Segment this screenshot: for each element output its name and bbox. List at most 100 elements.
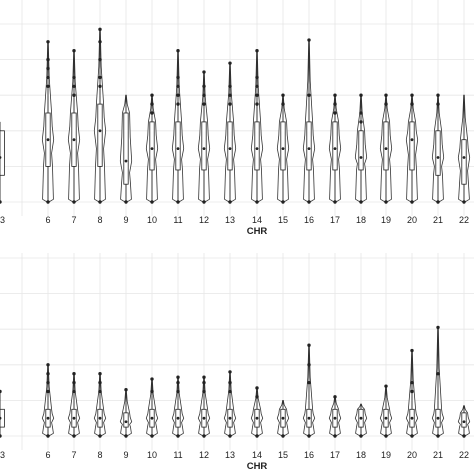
outlier-point [255, 93, 259, 97]
x-tick-label: 21 [433, 450, 443, 460]
outlier-point [46, 372, 50, 376]
outlier-point [98, 57, 102, 62]
x-tick-label: 7 [71, 450, 76, 460]
min-point [462, 200, 466, 204]
outlier-point [176, 84, 180, 89]
min-point [359, 434, 363, 438]
outlier-point [98, 372, 102, 376]
outlier-point [150, 111, 154, 115]
median-18 [359, 156, 363, 159]
min-point [228, 200, 232, 204]
x-tick-label: 8 [97, 215, 102, 225]
outlier-point [72, 372, 76, 376]
median-22 [462, 156, 466, 159]
outlier-point [176, 75, 180, 80]
outlier-point [72, 389, 76, 394]
outlier-point [281, 102, 285, 106]
min-point [202, 434, 206, 438]
min-point [410, 200, 414, 204]
x-tick-label: 11 [173, 215, 182, 225]
outlier-point [72, 49, 76, 53]
median-10 [150, 416, 154, 420]
x-tick-label: 15 [278, 215, 288, 225]
outlier-point [255, 395, 259, 399]
outlier-point [150, 93, 154, 97]
min-point [176, 434, 180, 438]
outlier-point [333, 93, 337, 97]
outlier-point [307, 363, 311, 367]
outlier-point [46, 84, 50, 89]
median-17 [333, 416, 337, 420]
min-point [359, 200, 363, 204]
x-tick-label: 20 [407, 215, 417, 225]
outlier-point [46, 389, 50, 394]
min-point [72, 200, 76, 204]
box-9 [123, 412, 129, 428]
outlier-point [307, 343, 311, 347]
x-tick-label: 6 [45, 450, 50, 460]
median-23 [0, 416, 2, 420]
median-8 [98, 129, 102, 133]
x-tick-label: 19 [381, 215, 391, 225]
outlier-point [46, 40, 50, 44]
outlier-point [410, 348, 414, 353]
median-19 [384, 416, 388, 420]
outlier-point [228, 84, 232, 89]
outlier-point [202, 84, 206, 89]
outlier-point [307, 380, 311, 385]
x-tick-label: 16 [304, 450, 314, 460]
min-point [384, 434, 388, 438]
outlier-point [436, 102, 440, 106]
outlier-point [281, 93, 285, 97]
median-23 [0, 156, 2, 159]
median-21 [436, 156, 440, 159]
x-tick-label: 21 [433, 215, 443, 225]
outlier-point [0, 389, 2, 394]
median-6 [46, 138, 50, 142]
outlier-point [228, 61, 232, 65]
outlier-point [98, 380, 102, 385]
median-16 [307, 147, 311, 151]
x-tick-label: 22 [459, 215, 469, 225]
outlier-point [150, 377, 154, 381]
box-21 [435, 130, 441, 176]
outlier-point [176, 375, 180, 379]
outlier-point [255, 102, 259, 106]
box-20 [409, 121, 415, 171]
outlier-point [46, 75, 50, 80]
outlier-point [98, 40, 102, 44]
outlier-point [307, 93, 311, 97]
box-18 [358, 130, 364, 171]
min-point [150, 434, 154, 438]
x-tick-label: 12 [199, 450, 209, 460]
outlier-point [98, 84, 102, 89]
bottom-violin-panel: 6 7 8 9 10 11 12 13 14 15 16 17 18 19 20 21 22 23 CHR [0, 253, 474, 472]
median-9 [124, 420, 128, 424]
outlier-point [176, 102, 180, 106]
box-17 [332, 121, 338, 171]
min-point [0, 200, 2, 204]
min-point [436, 434, 440, 438]
median-11 [176, 416, 180, 420]
min-point [436, 200, 440, 204]
outlier-point [307, 38, 311, 42]
min-point [462, 434, 466, 438]
x-tick-label: 8 [97, 450, 102, 460]
outlier-point [150, 389, 154, 394]
median-13 [228, 147, 232, 151]
outlier-point [46, 363, 50, 367]
min-point [98, 200, 102, 204]
outlier-point [228, 380, 232, 385]
outlier-point [410, 389, 414, 394]
x-tick-label: 13 [225, 450, 235, 460]
x-tick-label: 14 [252, 450, 262, 460]
min-point [0, 434, 2, 438]
x-tick-label: 9 [123, 215, 128, 225]
median-8 [98, 416, 102, 420]
min-point [255, 434, 259, 438]
x-tick-label: 19 [381, 450, 391, 460]
outlier-point [176, 93, 180, 97]
outlier-point [228, 389, 232, 394]
outlier-point [202, 375, 206, 379]
